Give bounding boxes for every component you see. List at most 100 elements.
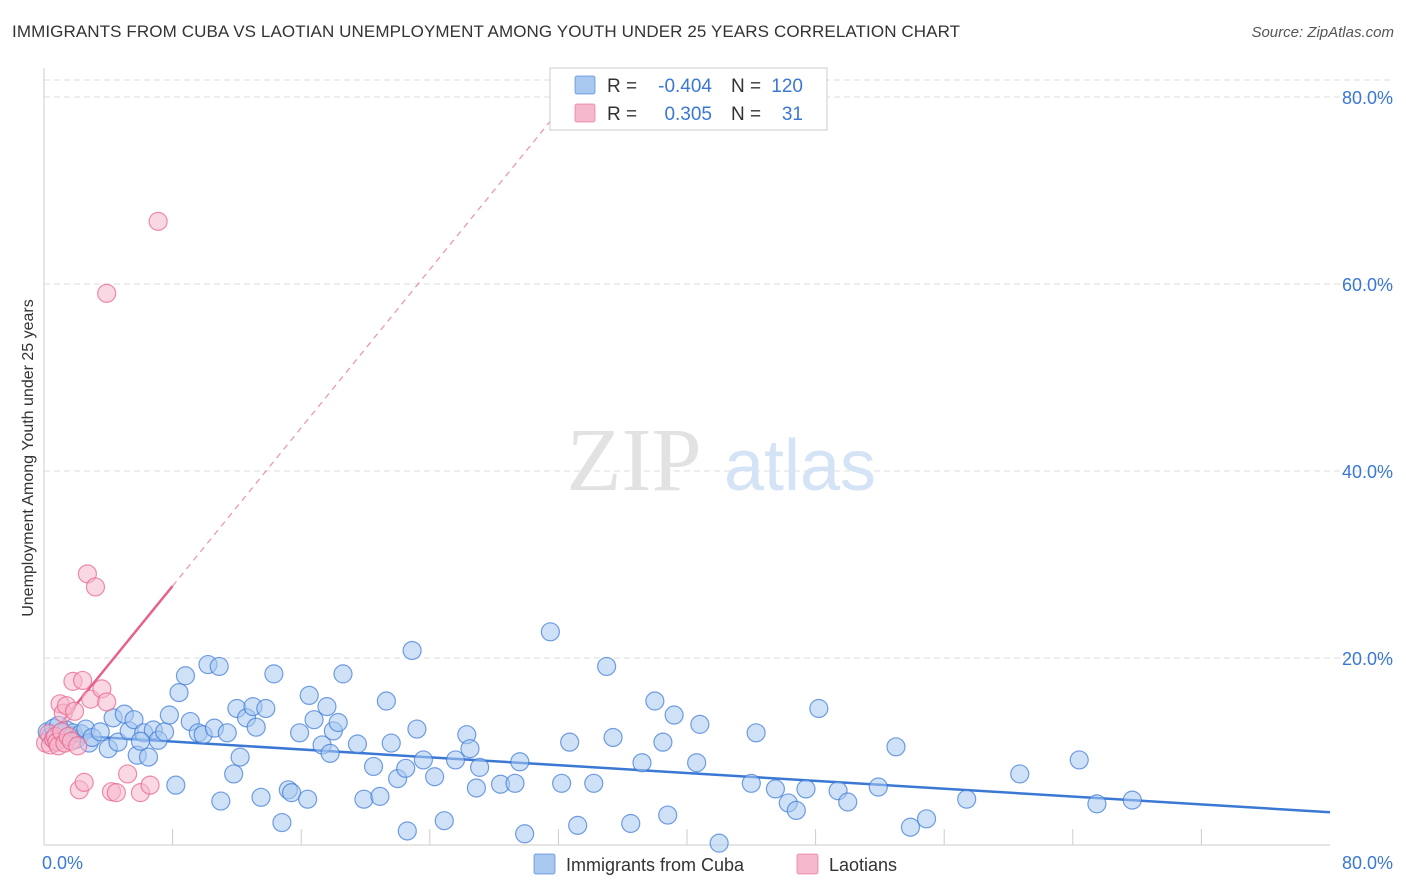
stats-swatch-pink — [574, 103, 596, 123]
cuba-point — [746, 723, 766, 743]
stats-r-value-2: 0.305 — [664, 104, 712, 125]
laotian-point — [117, 764, 138, 784]
cuba-point — [1122, 790, 1142, 810]
cuba-point — [434, 811, 454, 831]
laotian-point — [97, 283, 117, 303]
cuba-point — [460, 739, 480, 759]
y-tick-label: 20.0% — [1342, 649, 1393, 669]
cuba-point — [217, 723, 237, 743]
cuba-point — [264, 664, 284, 684]
legend-label-cuba: Immigrants from Cuba — [566, 855, 745, 875]
cuba-point — [916, 809, 937, 829]
cuba-point — [224, 764, 244, 784]
cuba-point — [796, 779, 816, 799]
cuba-point — [645, 691, 665, 711]
cuba-point — [328, 712, 348, 733]
cuba-point — [868, 777, 888, 797]
cuba-point — [154, 722, 175, 742]
cuba-point — [211, 791, 231, 811]
cuba-point — [1069, 750, 1089, 770]
cuba-point — [320, 743, 340, 763]
y-tick-label: 60.0% — [1342, 275, 1393, 295]
cuba-point — [957, 789, 977, 809]
cuba-point — [886, 737, 906, 757]
points-layer — [36, 211, 1142, 853]
cuba-point — [347, 734, 368, 754]
cuba-point — [900, 817, 921, 837]
cuba-point — [256, 698, 276, 719]
cuba-point — [298, 789, 318, 809]
cuba-point — [664, 705, 684, 725]
cuba-point — [540, 622, 560, 642]
stats-r-label-1: R = — [607, 76, 637, 97]
legend-swatch-laotians — [796, 853, 819, 875]
laotian-point — [68, 736, 88, 756]
cuba-point — [376, 691, 396, 711]
cuba-point — [709, 833, 729, 853]
cuba-point — [402, 640, 422, 661]
cuba-point — [687, 753, 707, 773]
cuba-point — [568, 815, 588, 835]
chart-title: IMMIGRANTS FROM CUBA VS LAOTIAN UNEMPLOY… — [12, 22, 961, 41]
cuba-point — [130, 731, 151, 751]
cuba-point — [552, 773, 572, 793]
cuba-point — [765, 779, 786, 799]
cuba-point — [333, 664, 353, 684]
cuba-point — [809, 698, 829, 719]
cuba-point — [597, 656, 617, 677]
cuba-point — [138, 747, 159, 767]
cuba-point — [299, 685, 319, 706]
cuba-point — [632, 753, 652, 773]
cuba-point — [413, 750, 433, 770]
cuba-point — [690, 714, 710, 734]
stats-n-label-1: N = — [731, 76, 761, 97]
cuba-point — [1087, 794, 1107, 814]
watermark: ZIP atlas — [567, 411, 877, 510]
cuba-point — [396, 758, 416, 778]
grid-layer — [44, 79, 1392, 659]
stats-r-value-1: -0.404 — [658, 76, 712, 97]
cuba-trendline — [43, 732, 1331, 814]
cuba-point — [230, 747, 250, 767]
stats-legend: R = -0.404 N = 120 R = 0.305 N = 31 — [549, 67, 828, 131]
x-tick-label-min: 0.0% — [42, 853, 83, 873]
cuba-point — [159, 705, 179, 725]
cuba-point — [124, 710, 144, 730]
cuba-point — [741, 773, 761, 793]
cuba-point — [281, 783, 302, 803]
cuba-point — [1010, 764, 1030, 784]
legend-label-laotians: Laotians — [829, 855, 897, 875]
cuba-point — [505, 773, 525, 793]
laotian-point — [72, 670, 93, 691]
y-tick-label: 40.0% — [1342, 462, 1393, 482]
cuba-point — [584, 773, 604, 793]
series-legend: Immigrants from Cuba Laotians — [533, 853, 897, 875]
cuba-point — [603, 727, 623, 748]
cuba-point — [169, 682, 189, 703]
cuba-point — [425, 767, 445, 787]
stats-r-label-2: R = — [607, 104, 637, 125]
legend-swatch-cuba — [533, 853, 556, 875]
cuba-point — [838, 792, 858, 812]
cuba-point — [289, 723, 310, 743]
cuba-point — [209, 656, 229, 677]
stats-n-value-2: 31 — [782, 104, 803, 125]
laotian-point — [64, 701, 85, 721]
axes-layer: 20.0% 40.0% 60.0% 80.0% 0.0% 80.0% — [42, 68, 1393, 873]
cuba-point — [175, 666, 196, 686]
source-label: Source: ZipAtlas.com — [1251, 24, 1394, 41]
cuba-point — [466, 778, 487, 798]
cuba-point — [560, 732, 580, 752]
cuba-point — [363, 756, 384, 777]
watermark-atlas: atlas — [724, 426, 876, 506]
stats-swatch-blue — [574, 75, 596, 95]
cuba-point — [304, 710, 324, 730]
cuba-point — [621, 813, 641, 834]
cuba-point — [397, 821, 417, 841]
cuba-point — [515, 824, 535, 844]
laotian-point — [106, 783, 126, 803]
y-tick-label: 80.0% — [1342, 88, 1393, 108]
watermark-zip: ZIP — [567, 411, 702, 510]
cuba-point — [246, 717, 266, 737]
